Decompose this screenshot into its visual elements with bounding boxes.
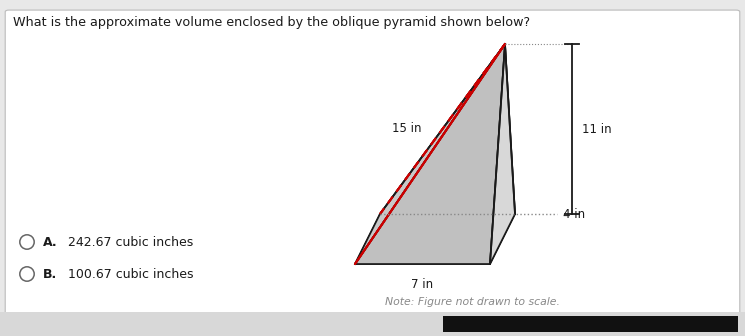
Text: What is the approximate volume enclosed by the oblique pyramid shown below?: What is the approximate volume enclosed …: [13, 16, 530, 29]
Polygon shape: [490, 44, 515, 264]
Polygon shape: [355, 44, 505, 264]
Text: B.: B.: [43, 267, 57, 281]
Text: A.: A.: [43, 236, 57, 249]
Text: 11 in: 11 in: [582, 123, 612, 135]
Polygon shape: [355, 44, 505, 264]
Text: 15 in: 15 in: [393, 122, 422, 134]
Polygon shape: [380, 44, 515, 214]
Text: 4 in: 4 in: [563, 208, 585, 220]
Text: © 2024 Edmentum. All rights reserved.: © 2024 Edmentum. All rights reserved.: [13, 328, 219, 336]
Text: Note: Figure not drawn to scale.: Note: Figure not drawn to scale.: [385, 297, 560, 307]
Text: 242.67 cubic inches: 242.67 cubic inches: [68, 236, 193, 249]
Text: 100.67 cubic inches: 100.67 cubic inches: [68, 267, 194, 281]
Text: 7 in: 7 in: [411, 278, 434, 291]
Polygon shape: [355, 214, 515, 264]
